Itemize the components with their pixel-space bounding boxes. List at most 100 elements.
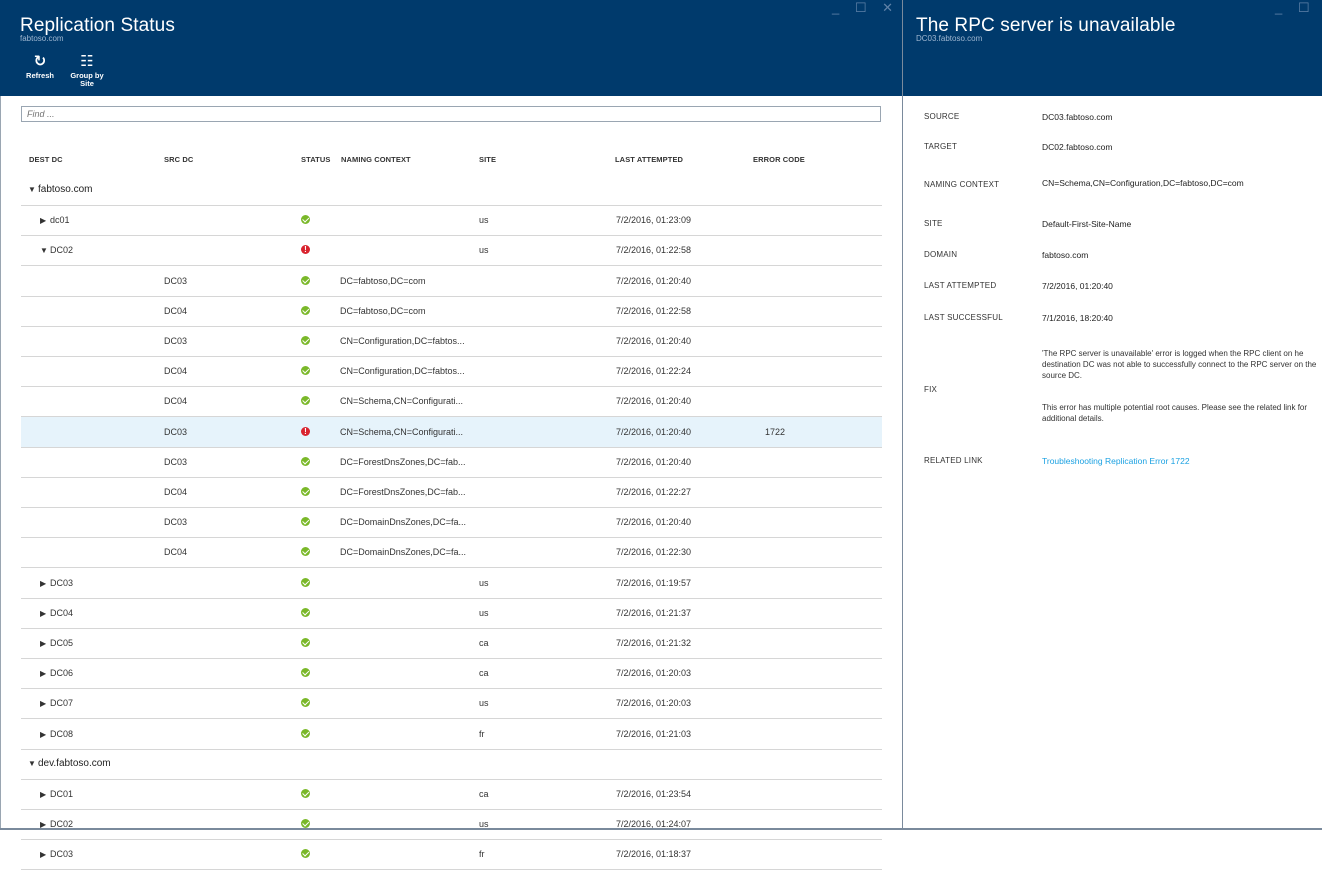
dc-row[interactable]: ▶ DC05 ca 7/2/2016, 01:21:32 — [21, 628, 882, 659]
dc-row[interactable]: ▼DC02 us 7/2/2016, 01:22:58 — [21, 235, 882, 266]
success-status-icon — [301, 849, 310, 858]
success-status-icon — [301, 789, 310, 798]
last-attempted-value: 7/2/2016, 01:20:40 — [1042, 281, 1113, 291]
last-attempted: 7/2/2016, 01:23:09 — [616, 215, 692, 225]
dc-row[interactable]: ▶ DC02 us 7/2/2016, 01:24:07 — [21, 809, 882, 840]
success-status-icon — [301, 457, 310, 466]
expander[interactable]: ▶ DC05 — [40, 628, 73, 659]
link-row[interactable]: DC03 DC=ForestDnsZones,DC=fab... 7/2/2016,… — [21, 447, 882, 478]
last-attempted-label: LAST ATTEMPTED — [924, 281, 997, 290]
column-header-status[interactable]: STATUS — [301, 155, 331, 164]
expander[interactable]: ▶ DC06 — [40, 658, 73, 689]
naming-context: DC=DomainDnsZones,DC=fa... — [340, 547, 467, 557]
related-link[interactable]: Troubleshooting Replication Error 1722 — [1042, 456, 1190, 466]
column-header-dest-dc[interactable]: DEST DC — [29, 155, 63, 164]
success-status-icon — [301, 547, 310, 556]
caret-right-icon[interactable]: ▶ — [40, 790, 47, 799]
dc-row[interactable]: ▶ DC03 us 7/2/2016, 01:19:57 — [21, 568, 882, 599]
site-value: Default-First-Site-Name — [1042, 219, 1132, 229]
site: ca — [479, 668, 489, 678]
link-row[interactable]: DC03 CN=Configuration,DC=fabtos... 7/2/201… — [21, 326, 882, 357]
caret-right-icon[interactable]: ▶ — [40, 730, 47, 739]
last-successful-label: LAST SUCCESSFUL — [924, 313, 1003, 322]
domain-value: fabtoso.com — [1042, 250, 1089, 260]
dc-row[interactable]: ▶ DC07 us 7/2/2016, 01:20:03 — [21, 688, 882, 719]
error-status-icon — [301, 426, 310, 437]
detail-subtitle: DC03.fabtoso.com — [916, 34, 983, 43]
caret-right-icon[interactable]: ▶ — [40, 639, 47, 648]
caret-right-icon[interactable]: ▶ — [40, 579, 47, 588]
caret-right-icon[interactable]: ▶ — [40, 820, 47, 829]
dest-dc: DC02 — [50, 245, 74, 255]
site: us — [479, 608, 489, 618]
success-status-icon — [301, 668, 310, 677]
link-row[interactable]: DC04 DC=fabtoso,DC=com 7/2/2016, 01:22:58 — [21, 296, 882, 327]
link-row[interactable]: DC04 CN=Schema,CN=Configurati... 7/2/2016,… — [21, 386, 882, 417]
caret-right-icon[interactable]: ▶ — [40, 669, 47, 678]
src-dc: DC03 — [164, 427, 188, 437]
expander[interactable]: ▶ DC04 — [40, 598, 73, 629]
dc-row[interactable]: ▶ DC01 ca 7/2/2016, 01:23:54 — [21, 779, 882, 810]
column-header-naming-context[interactable]: NAMING CONTEXT — [341, 155, 411, 164]
dest-dc: DC03 — [50, 578, 74, 588]
site: us — [479, 698, 489, 708]
caret-down-icon[interactable]: ▼ — [28, 759, 36, 768]
expander[interactable]: ▶ DC02 — [40, 809, 73, 840]
caret-right-icon[interactable]: ▶ — [40, 216, 47, 225]
expander[interactable]: ▶ dc01 — [40, 205, 70, 236]
success-status-icon — [301, 698, 310, 707]
success-status-icon — [301, 517, 310, 526]
link-row[interactable]: DC03 DC=DomainDnsZones,DC=fa... 7/2/2016, … — [21, 507, 882, 538]
related-link-label: RELATED LINK — [924, 456, 983, 465]
column-header-src-dc[interactable]: SRC DC — [164, 155, 194, 164]
caret-right-icon[interactable]: ▶ — [40, 850, 47, 859]
link-row[interactable]: DC03 CN=Schema,CN=Configurati... 7/2/2016,… — [21, 417, 882, 448]
success-status-icon — [301, 276, 310, 285]
dc-row[interactable]: ▶ DC08 fr 7/2/2016, 01:21:03 — [21, 719, 882, 750]
expander[interactable]: ▶ DC08 — [40, 719, 73, 750]
expander[interactable]: ▶ DC01 — [40, 779, 73, 810]
dest-dc: DC03 — [50, 849, 74, 859]
dc-row[interactable]: ▶ DC06 ca 7/2/2016, 01:20:03 — [21, 658, 882, 689]
last-attempted: 7/2/2016, 01:20:40 — [616, 517, 692, 527]
dc-row[interactable]: ▶ DC03 fr 7/2/2016, 01:18:37 — [21, 839, 882, 870]
expander[interactable]: ▶ DC03 — [40, 839, 73, 870]
group-row[interactable]: ▼ fabtoso.com — [21, 175, 882, 206]
expander[interactable]: ▶ DC07 — [40, 688, 73, 719]
group-row[interactable]: ▼ dev.fabtoso.com — [21, 749, 882, 780]
group-by-site-button[interactable]: ☷ Group by Site — [67, 54, 107, 88]
src-dc: DC04 — [164, 487, 188, 497]
naming-context: CN=Schema,CN=Configurati... — [340, 427, 464, 437]
blade-header: Replication Status fabtoso.com _ ☐ ✕ ↻ R… — [0, 0, 902, 96]
expander[interactable]: ▼ DC02 — [40, 235, 73, 266]
dc-row[interactable]: ▶ DC04 us 7/2/2016, 01:21:37 — [21, 598, 882, 629]
caret-right-icon[interactable]: ▶ — [40, 609, 47, 618]
link-row[interactable]: DC04 DC=DomainDnsZones,DC=fa... 7/2/2016, … — [21, 537, 882, 568]
column-header-error-code[interactable]: ERROR CODE — [753, 155, 805, 164]
success-status-icon — [301, 608, 310, 617]
caret-down-icon[interactable]: ▼ — [28, 185, 36, 194]
caret-right-icon[interactable]: ▶ — [40, 699, 47, 708]
blade-subtitle: fabtoso.com — [20, 34, 64, 43]
refresh-button[interactable]: ↻ Refresh — [20, 54, 60, 80]
fix-paragraph-2: This error has multiple potential root c… — [1042, 403, 1308, 423]
window-controls[interactable]: _ ☐ ✕ — [832, 0, 900, 15]
last-attempted: 7/2/2016, 01:19:57 — [616, 578, 692, 588]
expander[interactable]: ▶ DC03 — [40, 568, 73, 599]
dest-dc: DC04 — [50, 608, 74, 618]
site-label: SITE — [924, 219, 943, 228]
link-row[interactable]: DC04 CN=Configuration,DC=fabtos... 7/2/201… — [21, 356, 882, 387]
domain-name: fabtoso.com — [38, 184, 93, 195]
expander[interactable]: ▼ dev.fabtoso.com — [28, 749, 111, 779]
dc-row[interactable]: ▶ dc01 us 7/2/2016, 01:23:09 — [21, 205, 882, 236]
expander[interactable]: ▼ fabtoso.com — [28, 175, 92, 205]
site: ca — [479, 789, 489, 799]
detail-window-controls[interactable]: _ ☐ — [1275, 0, 1316, 15]
column-header-last-attempted[interactable]: LAST ATTEMPTED — [615, 155, 684, 164]
caret-down-icon[interactable]: ▼ — [40, 246, 48, 255]
column-header-site[interactable]: SITE — [479, 155, 497, 164]
link-row[interactable]: DC04 DC=ForestDnsZones,DC=fab... 7/2/2016,… — [21, 477, 882, 508]
search-input[interactable] — [21, 106, 881, 122]
link-row[interactable]: DC03 DC=fabtoso,DC=com 7/2/2016, 01:20:40 — [21, 266, 882, 297]
src-dc: DC04 — [164, 547, 188, 557]
